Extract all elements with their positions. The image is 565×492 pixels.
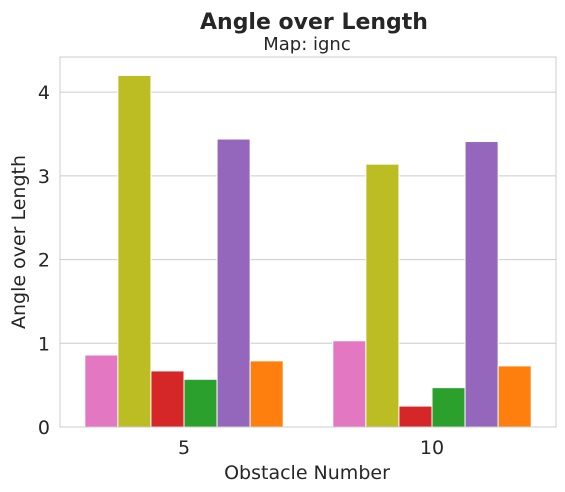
bar-10-series-6 <box>497 365 532 428</box>
bar-5-series-6 <box>249 360 284 428</box>
x-tick-label: 5 <box>178 437 190 459</box>
y-tick-labels: 0 1 2 3 4 <box>38 82 50 439</box>
bar-5-series-2 <box>117 74 152 428</box>
chart-subtitle: Map: ignc <box>263 34 351 55</box>
bar-10-series-4 <box>431 387 466 428</box>
y-tick-label: 0 <box>38 417 50 439</box>
x-axis-label: Obstacle Number <box>224 462 390 484</box>
bar-10-series-3 <box>398 405 433 428</box>
chart-title: Angle over Length <box>200 10 428 35</box>
y-tick-label: 2 <box>38 250 50 272</box>
bars <box>84 74 532 428</box>
bar-5-series-5 <box>216 138 251 428</box>
x-tick-label: 10 <box>420 437 444 459</box>
bar-5-series-1 <box>84 354 119 428</box>
y-tick-label: 1 <box>38 333 50 355</box>
x-tick-labels: 5 10 <box>178 437 444 459</box>
plot-frame <box>59 56 557 428</box>
y-tick-label: 3 <box>38 166 50 188</box>
bar-10-series-2 <box>365 163 400 428</box>
y-axis-label: Angle over Length <box>8 155 30 329</box>
bar-5-series-3 <box>150 370 185 428</box>
bar-10-series-5 <box>464 141 499 428</box>
bar-10-series-1 <box>332 340 367 428</box>
y-tick-label: 4 <box>38 82 50 104</box>
bar-5-series-4 <box>183 378 218 428</box>
